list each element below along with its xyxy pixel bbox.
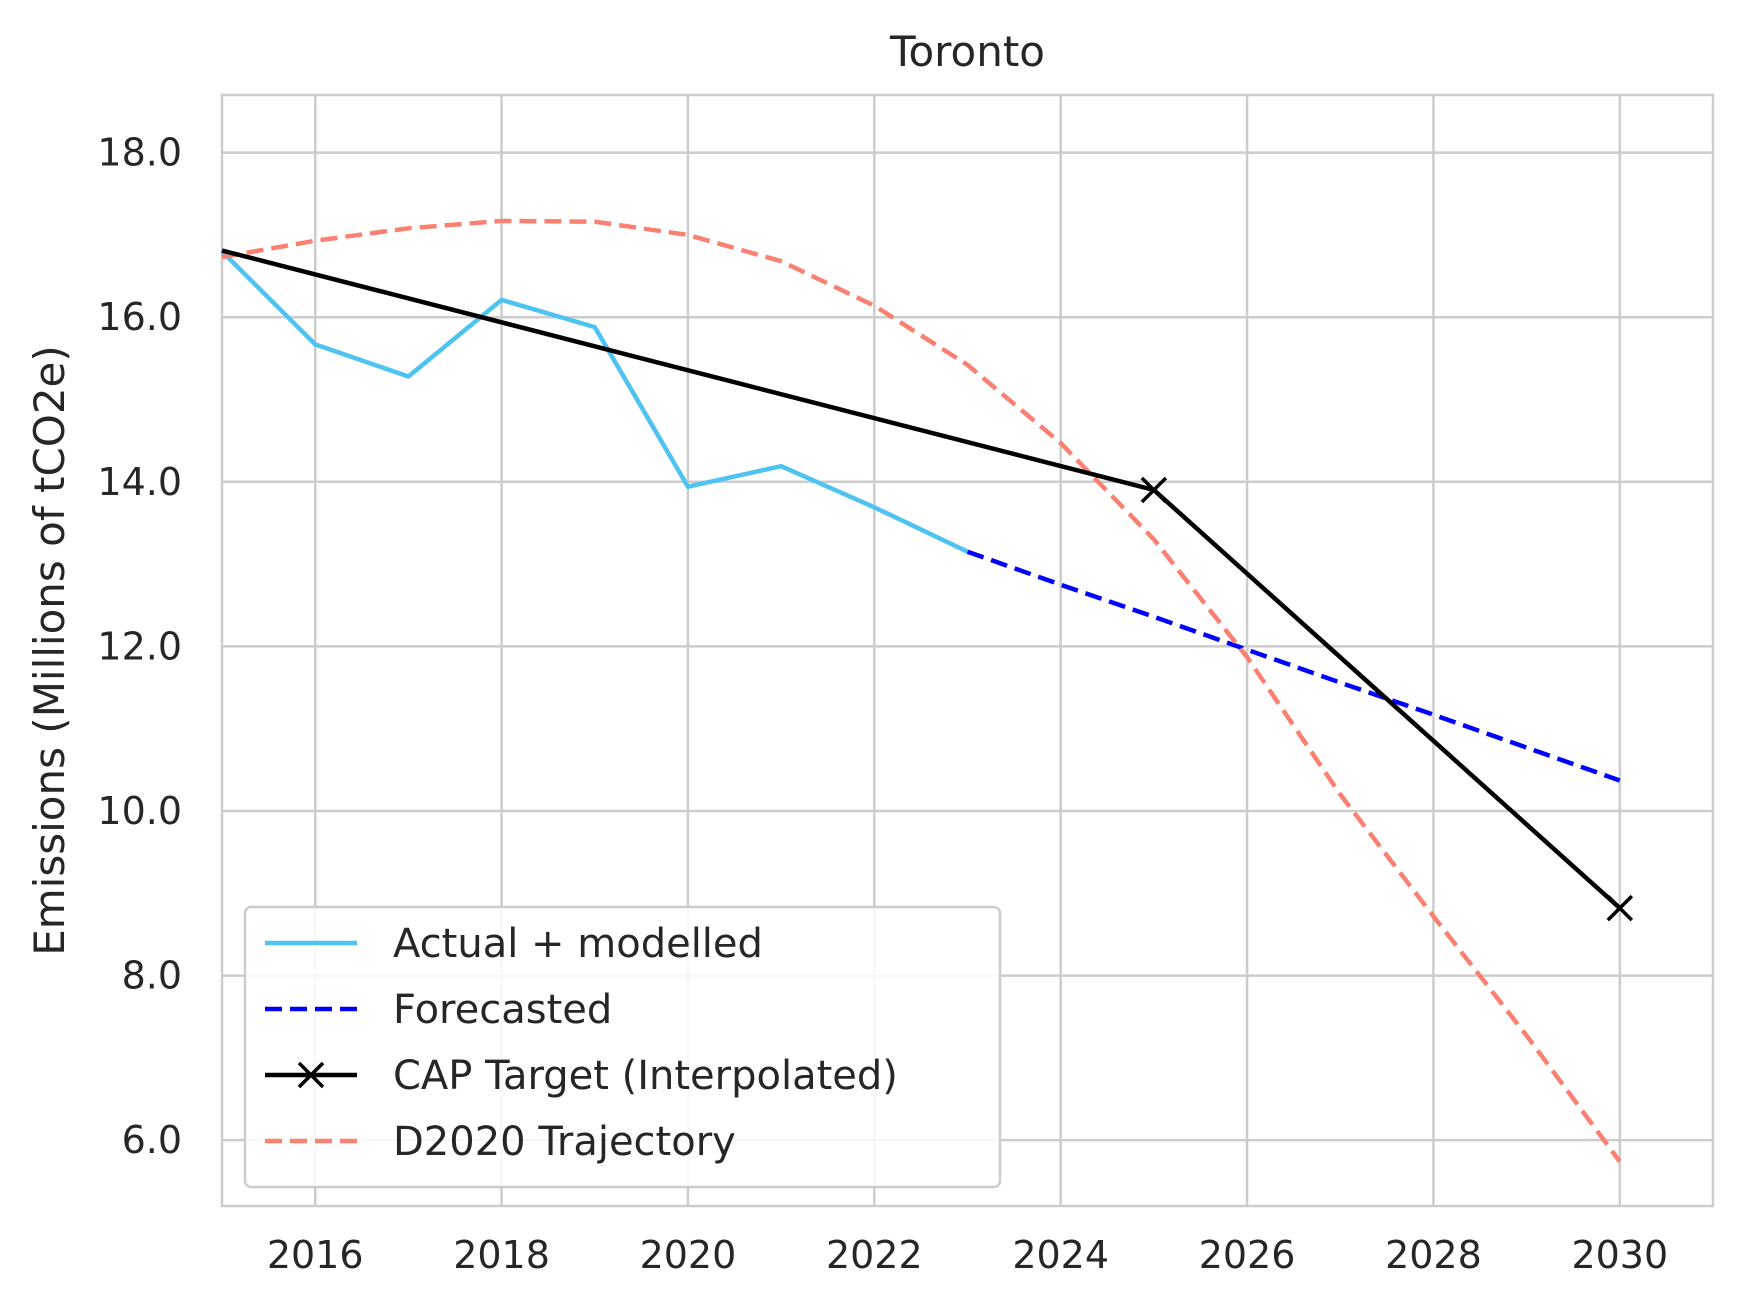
x-tick-label: 2016 [267,1233,364,1277]
y-tick-label: 18.0 [97,131,182,175]
plot-frame [220,93,1715,1208]
x-tick-label: 2022 [826,1233,923,1277]
x-marker-stroke [1140,476,1168,504]
series-line-1 [966,549,1621,783]
x-marker-stroke [297,1061,325,1089]
x-tick-label: 2026 [1199,1233,1296,1277]
series-line-3 [221,218,1622,1163]
y-axis-label: Emissions (Millions of tCO2e) [25,345,74,956]
y-tick-label: 10.0 [97,789,182,833]
y-tick-label: 12.0 [97,624,182,668]
x-tick-label: 2018 [453,1233,550,1277]
series-layer [220,218,1634,1163]
y-tick-label: 16.0 [97,295,182,339]
legend: Actual + modelled Forecasted CAP Target (I… [243,905,1002,1189]
y-tick-label: 14.0 [97,460,182,504]
legend-label: Forecasted [393,987,612,1033]
series-line-0 [220,249,969,554]
x-tick-label: 2030 [1571,1233,1668,1277]
series-marker [1606,894,1634,922]
series-marker [1140,476,1168,504]
x-marker-stroke [1606,894,1634,922]
x-tick-label: 2028 [1385,1233,1482,1277]
y-axis-ticks: 6.0 8.0 10.0 12.0 14.0 16.0 18.0 [97,131,182,1163]
legend-label: Actual + modelled [393,921,763,967]
legend-box [243,905,1002,1189]
y-tick-label: 8.0 [122,954,182,998]
x-axis-ticks: 2016 2018 2020 2022 2024 2026 2028 2030 [267,1233,1668,1277]
x-tick-label: 2024 [1012,1233,1109,1277]
legend-marker [297,1061,325,1089]
chart-title: Toronto [889,27,1045,76]
y-tick-label: 6.0 [122,1118,182,1162]
legend-label: D2020 Trajectory [393,1119,736,1165]
x-tick-label: 2020 [640,1233,737,1277]
legend-label: CAP Target (Interpolated) [393,1053,898,1099]
